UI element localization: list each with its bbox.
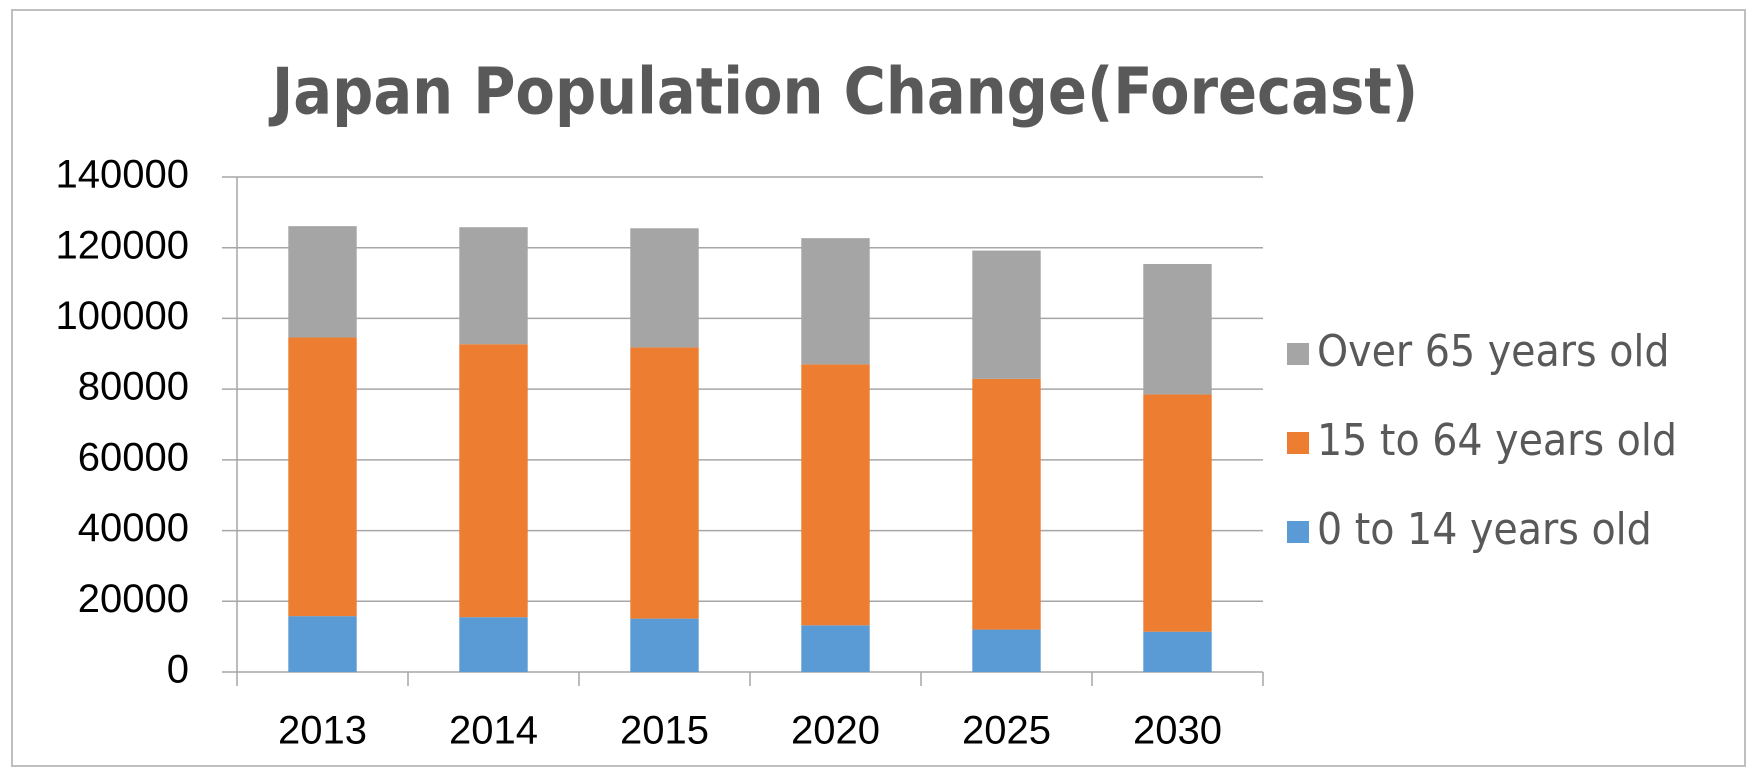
bar-segment bbox=[1143, 394, 1212, 632]
y-tick-label: 120000 bbox=[56, 223, 189, 267]
bar-segment bbox=[630, 618, 699, 672]
y-tick-label: 0 bbox=[167, 648, 189, 692]
bar-segment bbox=[801, 364, 870, 626]
legend-label: 0 to 14 years old bbox=[1317, 504, 1652, 555]
x-tick-label: 2014 bbox=[449, 709, 538, 753]
bar-segment bbox=[459, 227, 528, 345]
legend-label: 15 to 64 years old bbox=[1317, 415, 1677, 466]
legend-swatch bbox=[1287, 521, 1309, 543]
bar-segment bbox=[972, 378, 1041, 630]
x-tick-label: 2015 bbox=[620, 709, 709, 753]
bar-segment bbox=[630, 347, 699, 619]
bar-segment bbox=[288, 226, 357, 338]
legend-label: Over 65 years old bbox=[1317, 326, 1670, 377]
x-tick-label: 2013 bbox=[278, 709, 367, 753]
x-tick-label: 2020 bbox=[791, 709, 880, 753]
bar-segment bbox=[288, 337, 357, 617]
y-tick-label: 40000 bbox=[78, 506, 189, 550]
bar-segment bbox=[459, 617, 528, 672]
bar-segment bbox=[459, 344, 528, 618]
y-tick-label: 80000 bbox=[78, 365, 189, 409]
bar-segment bbox=[801, 238, 870, 365]
bar-segment bbox=[801, 625, 870, 672]
y-tick-label: 140000 bbox=[56, 153, 189, 197]
bar-segment bbox=[288, 616, 357, 672]
legend-swatch bbox=[1287, 343, 1309, 365]
bar-segment bbox=[1143, 263, 1212, 395]
y-tick-label: 100000 bbox=[56, 294, 189, 338]
y-tick-label: 20000 bbox=[78, 577, 189, 621]
x-tick-label: 2030 bbox=[1133, 709, 1222, 753]
chart-title: Japan Population Change(Forecast) bbox=[268, 56, 1418, 130]
legend-swatch bbox=[1287, 432, 1309, 454]
bar-segment bbox=[972, 629, 1041, 672]
bar-segment bbox=[630, 228, 699, 348]
bar-segment bbox=[1143, 631, 1212, 672]
bar-segment bbox=[972, 250, 1041, 379]
y-tick-label: 60000 bbox=[78, 435, 189, 479]
x-tick-label: 2025 bbox=[962, 709, 1051, 753]
